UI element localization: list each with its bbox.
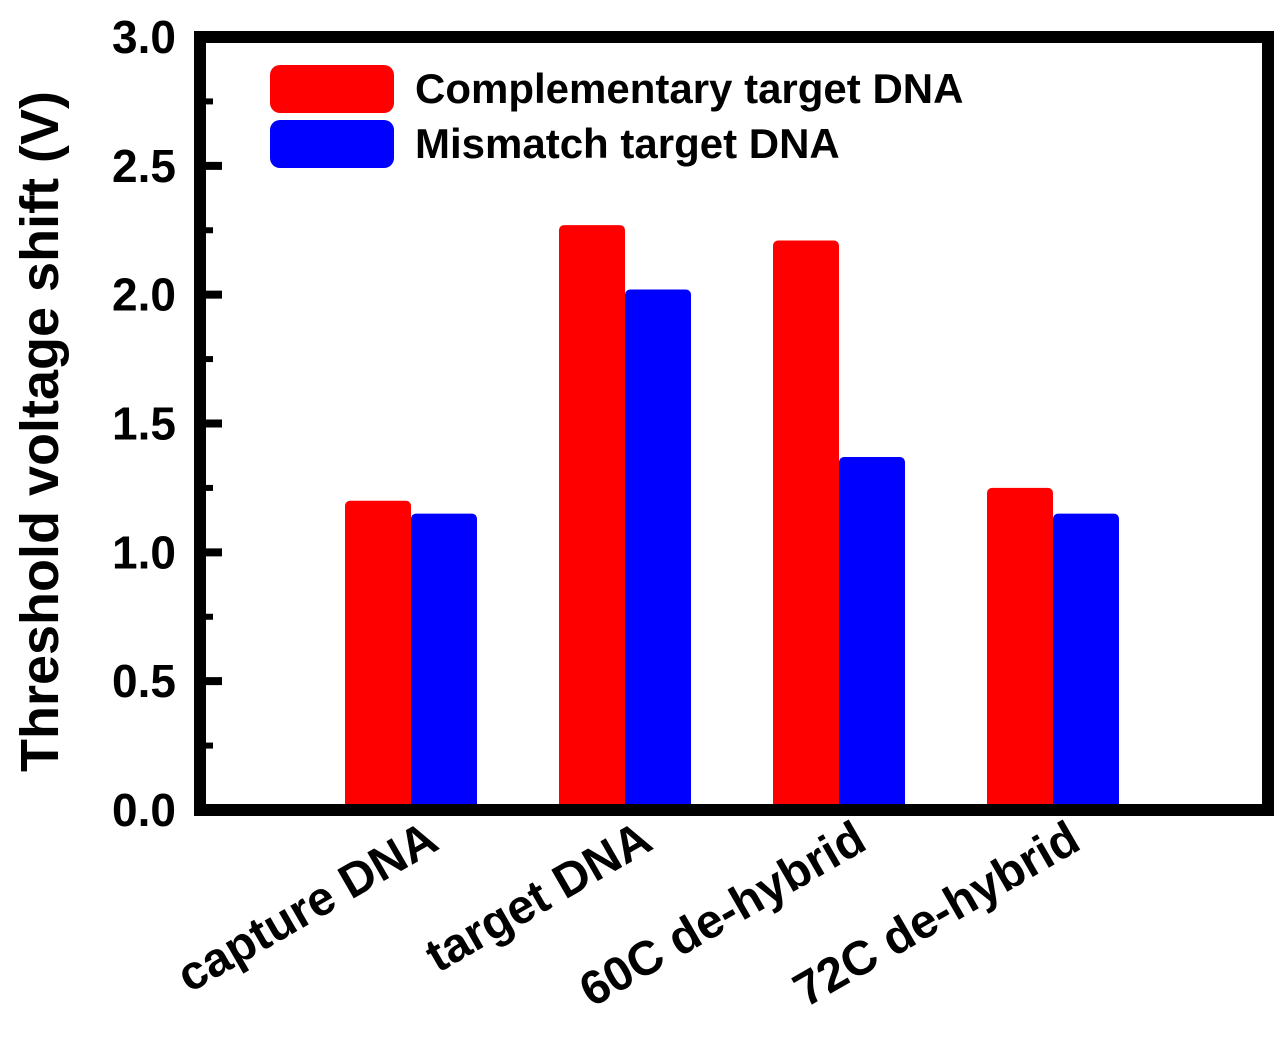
x-category-label: capture DNA xyxy=(168,812,446,1003)
bars-layer xyxy=(345,225,1119,811)
bar-mismatch-target-dna-2 xyxy=(625,289,691,811)
bar-complementary-target-dna-1 xyxy=(345,500,411,810)
y-tick-label: 1.5 xyxy=(112,398,176,450)
legend-swatch xyxy=(270,120,394,168)
legend-label: Complementary target DNA xyxy=(415,65,963,112)
legend-swatch xyxy=(270,65,394,113)
y-tick-label: 1.0 xyxy=(112,526,176,578)
bar-mismatch-target-dna-3 xyxy=(839,456,905,810)
y-tick-label: 3.0 xyxy=(112,11,176,63)
bar-mismatch-target-dna-1 xyxy=(411,513,477,810)
legend: Complementary target DNA Mismatch target … xyxy=(270,65,963,168)
bar-complementary-target-dna-3 xyxy=(773,240,839,811)
y-tick-label: 2.5 xyxy=(112,140,176,192)
bar-complementary-target-dna-4 xyxy=(987,487,1053,810)
y-axis: 0.0 0.5 1.0 1.5 2.0 2.5 3.0 xyxy=(112,11,222,836)
y-tick-label: 2.0 xyxy=(112,269,176,321)
y-tick-label: 0.0 xyxy=(112,784,176,836)
bar-mismatch-target-dna-4 xyxy=(1053,513,1119,810)
legend-label: Mismatch target DNA xyxy=(415,120,840,167)
y-axis-label: Threshold voltage shift (V) xyxy=(10,91,70,772)
bar-complementary-target-dna-2 xyxy=(559,225,625,810)
y-tick-label: 0.5 xyxy=(112,655,176,707)
